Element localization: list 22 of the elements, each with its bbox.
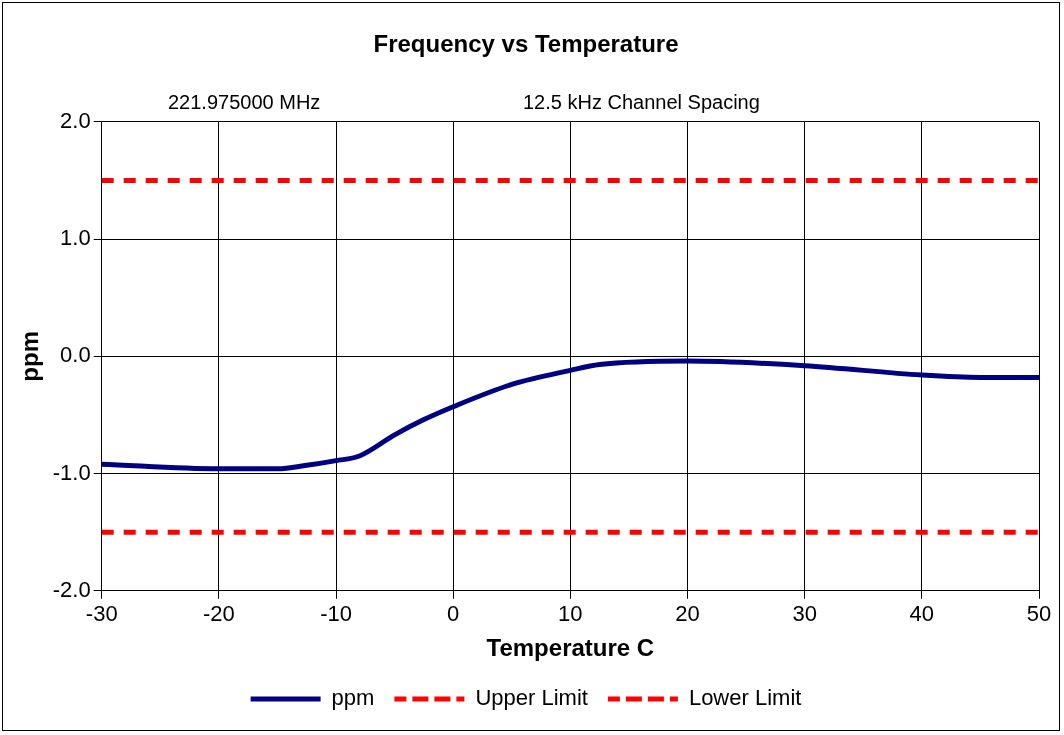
x-tick-label: -20 [202, 601, 235, 627]
legend-label: Lower Limit [688, 685, 802, 711]
x-tick-label: 30 [792, 601, 817, 627]
y-tick-label: 2.0 [60, 107, 91, 133]
y-tick-label: -2.0 [52, 576, 91, 602]
text: 12.5 kHz Channel Spacing [523, 91, 760, 114]
x-tick-label: 50 [1026, 601, 1052, 627]
x-tick-label: 0 [447, 601, 460, 627]
y-axis-title: ppm [16, 330, 44, 382]
x-axis-title: Temperature C [486, 634, 655, 662]
text: 221.975000 MHz [168, 91, 321, 114]
legend-label: Upper Limit [475, 685, 588, 711]
x-tick-label: 10 [558, 601, 583, 627]
y-tick-label: -1.0 [52, 459, 91, 485]
x-tick-label: -10 [320, 601, 352, 627]
y-tick-label: 0.0 [60, 342, 91, 368]
legend-label: ppm [331, 685, 375, 711]
chart-title: Frequency vs Temperature [373, 30, 679, 58]
x-tick-label: 40 [909, 601, 935, 627]
y-tick-label: 1.0 [60, 225, 91, 251]
x-tick-label: -30 [85, 601, 118, 627]
x-tick-label: 20 [675, 601, 700, 627]
